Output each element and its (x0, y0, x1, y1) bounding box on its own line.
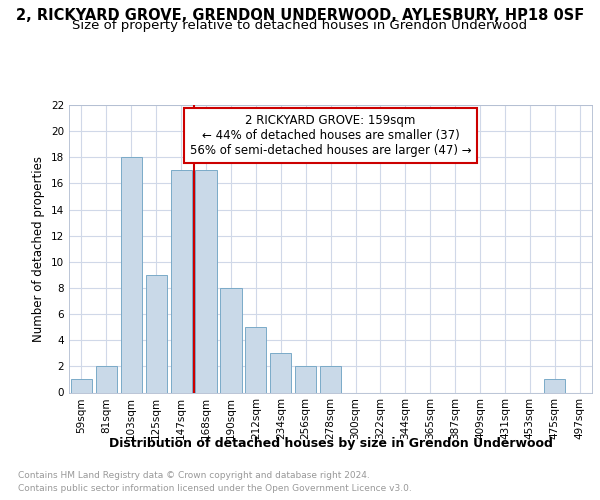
Text: Contains HM Land Registry data © Crown copyright and database right 2024.: Contains HM Land Registry data © Crown c… (18, 471, 370, 480)
Y-axis label: Number of detached properties: Number of detached properties (32, 156, 46, 342)
Bar (71, 380, 92, 392)
Text: Distribution of detached houses by size in Grendon Underwood: Distribution of detached houses by size … (109, 438, 553, 450)
Bar (320, 366, 341, 392)
Bar (220, 288, 242, 393)
Text: 2, RICKYARD GROVE, GRENDON UNDERWOOD, AYLESBURY, HP18 0SF: 2, RICKYARD GROVE, GRENDON UNDERWOOD, AY… (16, 8, 584, 22)
Bar (146, 275, 167, 392)
Text: Size of property relative to detached houses in Grendon Underwood: Size of property relative to detached ho… (73, 19, 527, 32)
Bar (295, 366, 316, 392)
Text: 2 RICKYARD GROVE: 159sqm
← 44% of detached houses are smaller (37)
56% of semi-d: 2 RICKYARD GROVE: 159sqm ← 44% of detach… (190, 114, 472, 156)
Bar (196, 170, 217, 392)
Bar (270, 354, 292, 393)
Bar (96, 366, 117, 392)
Bar (245, 327, 266, 392)
Text: Contains public sector information licensed under the Open Government Licence v3: Contains public sector information licen… (18, 484, 412, 493)
Bar (121, 158, 142, 392)
Bar (170, 170, 192, 392)
Bar (544, 380, 565, 392)
